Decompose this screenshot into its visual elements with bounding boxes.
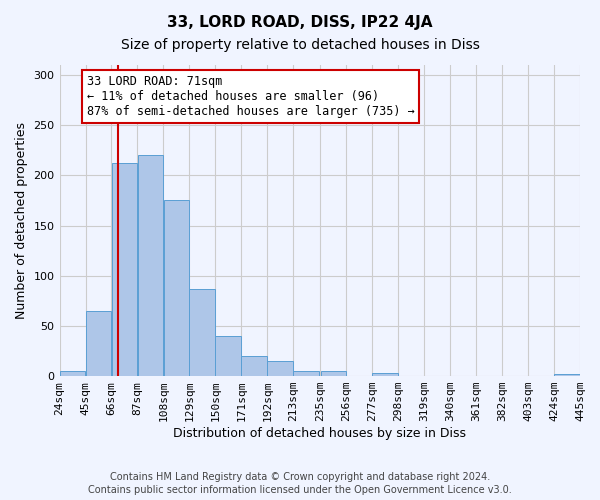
Y-axis label: Number of detached properties: Number of detached properties bbox=[15, 122, 28, 319]
Text: 33, LORD ROAD, DISS, IP22 4JA: 33, LORD ROAD, DISS, IP22 4JA bbox=[167, 15, 433, 30]
X-axis label: Distribution of detached houses by size in Diss: Distribution of detached houses by size … bbox=[173, 427, 466, 440]
Bar bbox=[373, 373, 398, 376]
Bar bbox=[293, 371, 319, 376]
Bar bbox=[215, 336, 241, 376]
Bar bbox=[190, 289, 215, 376]
Text: Contains public sector information licensed under the Open Government Licence v3: Contains public sector information licen… bbox=[88, 485, 512, 495]
Text: Contains HM Land Registry data © Crown copyright and database right 2024.: Contains HM Land Registry data © Crown c… bbox=[110, 472, 490, 482]
Bar bbox=[59, 371, 85, 376]
Bar bbox=[320, 371, 346, 376]
Bar bbox=[137, 156, 163, 376]
Text: Size of property relative to detached houses in Diss: Size of property relative to detached ho… bbox=[121, 38, 479, 52]
Bar bbox=[268, 361, 293, 376]
Bar bbox=[554, 374, 580, 376]
Text: 33 LORD ROAD: 71sqm
← 11% of detached houses are smaller (96)
87% of semi-detach: 33 LORD ROAD: 71sqm ← 11% of detached ho… bbox=[87, 75, 415, 118]
Bar bbox=[112, 164, 137, 376]
Bar bbox=[164, 200, 189, 376]
Bar bbox=[86, 311, 112, 376]
Bar bbox=[241, 356, 267, 376]
